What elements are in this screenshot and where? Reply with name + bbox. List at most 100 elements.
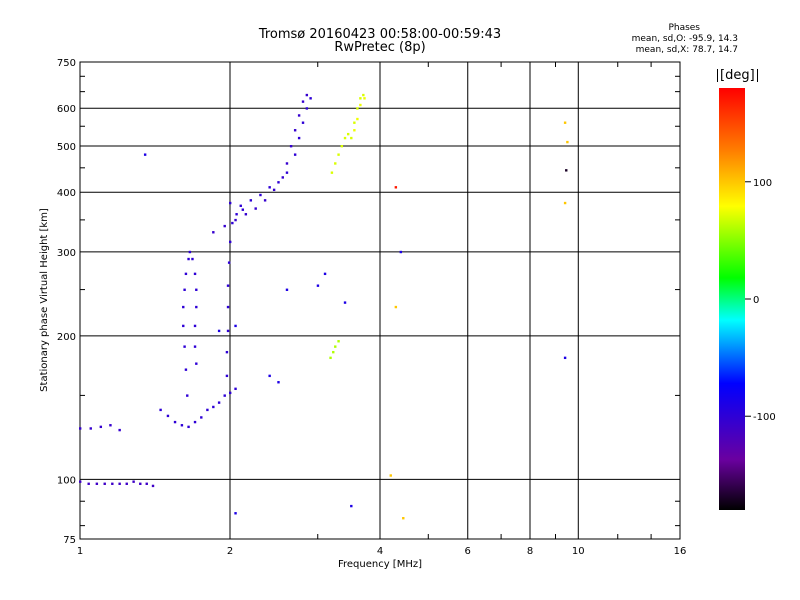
data-point	[402, 517, 405, 520]
data-point	[277, 181, 280, 184]
data-point	[217, 329, 221, 333]
chart-title: Tromsø 20160423 00:58:00-00:59:43	[258, 27, 502, 42]
data-point	[301, 100, 305, 103]
data-point	[330, 171, 334, 174]
data-point	[263, 199, 267, 202]
data-point	[229, 201, 232, 205]
data-point	[343, 301, 347, 304]
x-axis-label: Frequency [MHz]	[338, 559, 422, 570]
data-point	[87, 482, 90, 485]
y-tick-label: 200	[57, 332, 76, 343]
data-point	[200, 416, 203, 419]
data-point	[301, 121, 305, 124]
data-point	[241, 208, 245, 211]
data-point	[254, 207, 257, 210]
data-point	[223, 224, 226, 228]
data-point	[183, 345, 186, 348]
data-point	[353, 121, 356, 124]
data-point	[231, 221, 234, 225]
x-tick-label: 6	[465, 546, 471, 557]
y-tick-label: 100	[57, 475, 76, 486]
data-point	[159, 408, 162, 412]
data-point	[337, 340, 340, 343]
y-tick-label: 750	[57, 58, 76, 69]
data-point	[362, 93, 365, 97]
data-point	[229, 391, 232, 395]
y-axis-ticks: 75 100 200 300 400 500 600 750	[57, 58, 680, 546]
data-point	[285, 288, 289, 291]
data-point	[195, 305, 198, 309]
data-point	[229, 240, 232, 244]
data-point	[356, 107, 359, 110]
data-point	[139, 482, 142, 485]
data-point	[234, 218, 237, 222]
data-point	[565, 169, 568, 172]
data-point	[191, 257, 194, 261]
colorbar-tick-label: 0	[753, 295, 759, 306]
data-point	[268, 186, 271, 189]
data-point	[346, 132, 350, 136]
data-point	[566, 140, 569, 144]
data-point	[563, 121, 567, 124]
plot-frame	[79, 61, 681, 540]
data-point	[118, 428, 121, 432]
data-point	[356, 117, 359, 121]
y-tick-label: 400	[57, 188, 76, 199]
colorbar-ticks: 100 0 -100	[745, 178, 776, 423]
data-point	[305, 93, 309, 97]
data-point	[289, 144, 293, 148]
data-point	[332, 350, 335, 354]
data-point	[166, 414, 170, 418]
data-point	[125, 482, 128, 485]
y-axis-label: Stationary phase Virtual Height [km]	[39, 208, 50, 392]
data-point	[394, 305, 398, 309]
data-point	[226, 329, 230, 333]
data-point	[293, 153, 297, 156]
data-point	[212, 405, 215, 409]
data-point	[143, 153, 147, 156]
data-point	[353, 129, 356, 132]
data-point	[350, 136, 353, 140]
data-point	[206, 408, 209, 412]
colorbar-tick-label: -100	[753, 412, 776, 423]
colorbar-tick-label: 100	[753, 178, 772, 189]
data-point	[293, 129, 297, 132]
data-point	[305, 107, 309, 110]
data-points	[79, 93, 569, 520]
x-tick-label: 10	[572, 546, 585, 557]
data-point	[235, 213, 238, 216]
data-point	[359, 103, 362, 107]
colorbar-label: [deg]	[717, 69, 758, 82]
x-tick-label: 1	[77, 546, 83, 557]
data-point	[109, 424, 112, 427]
data-point	[184, 272, 188, 276]
data-point	[187, 257, 190, 261]
x-tick-label: 8	[527, 546, 533, 557]
data-point	[363, 97, 366, 100]
x-tick-label: 16	[674, 546, 687, 557]
data-point	[563, 201, 567, 205]
y-tick-label: 500	[57, 142, 76, 153]
data-point	[217, 401, 221, 404]
data-point	[268, 374, 271, 378]
data-point	[334, 345, 337, 348]
data-point	[343, 136, 347, 140]
y-tick-label: 600	[57, 104, 76, 115]
data-point	[337, 153, 340, 156]
data-point	[212, 231, 215, 234]
y-tick-label: 75	[63, 535, 76, 546]
phases-stats-x: mean, sd,X: 78.7, 14.7	[635, 45, 738, 55]
data-point	[234, 512, 237, 515]
data-point	[249, 199, 253, 202]
data-point	[187, 425, 190, 429]
phases-stats-o: mean, sd,O: -95.9, 14.3	[631, 34, 738, 44]
data-point	[195, 362, 198, 365]
data-point	[285, 162, 289, 165]
data-point	[118, 482, 121, 485]
data-point	[184, 368, 188, 371]
data-point	[99, 425, 103, 429]
data-point	[281, 176, 284, 179]
data-point	[193, 345, 197, 348]
data-point	[389, 474, 392, 477]
